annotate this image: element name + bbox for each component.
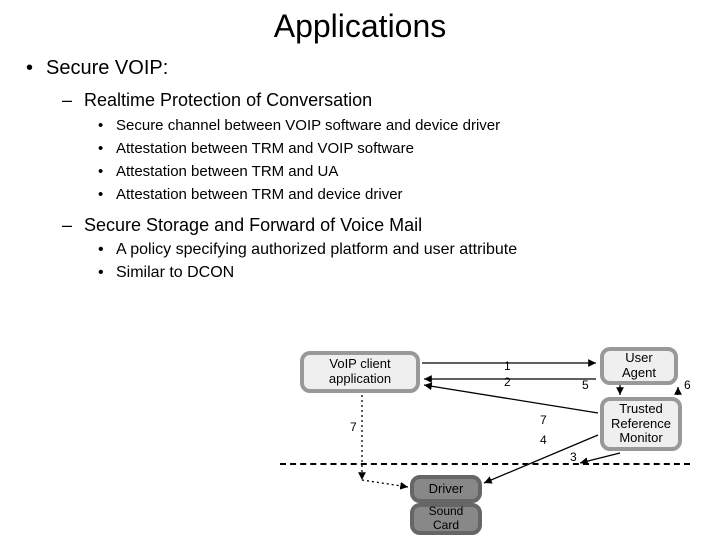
- bullet-text: Realtime Protection of Conversation: [84, 90, 372, 111]
- diagram-label-6: 6: [684, 378, 691, 392]
- voip-client-box: VoIP client application: [300, 351, 420, 393]
- driver-box: Driver: [410, 475, 482, 503]
- bullet-lvl3-5: • A policy specifying authorized platfor…: [98, 241, 700, 259]
- content-area: • Secure VOIP: – Realtime Protection of …: [0, 57, 720, 282]
- bullet-text: Secure channel between VOIP software and…: [116, 117, 500, 134]
- slide-title: Applications: [0, 0, 720, 51]
- bullet-marker: •: [98, 140, 116, 157]
- bullet-marker: •: [98, 163, 116, 180]
- bullet-marker: •: [26, 57, 46, 80]
- bullet-lvl1-1: • Secure VOIP:: [26, 57, 700, 80]
- bullet-text: A policy specifying authorized platform …: [116, 241, 517, 259]
- bullet-text: Attestation between TRM and UA: [116, 163, 338, 180]
- bullet-lvl2-1: – Realtime Protection of Conversation: [62, 90, 700, 111]
- diagram-label-3: 3: [570, 450, 577, 464]
- bullet-marker: –: [62, 215, 84, 236]
- bullet-marker: •: [98, 186, 116, 203]
- diagram-label-7a: 7: [350, 420, 357, 434]
- bullet-marker: –: [62, 90, 84, 111]
- bullet-marker: •: [98, 117, 116, 134]
- bullet-marker: •: [98, 264, 116, 282]
- voip-diagram: VoIP client application User Agent Trust…: [280, 345, 690, 533]
- user-agent-box: User Agent: [600, 347, 678, 385]
- dashed-separator: [280, 463, 690, 465]
- trm-box: Trusted Reference Monitor: [600, 397, 682, 451]
- bullet-lvl3-6: • Similar to DCON: [98, 264, 700, 282]
- bullet-text: Attestation between TRM and VOIP softwar…: [116, 140, 414, 157]
- diagram-label-7b: 7: [540, 413, 547, 427]
- sound-card-box: Sound Card: [410, 503, 482, 535]
- bullet-text: Secure Storage and Forward of Voice Mail: [84, 215, 422, 236]
- bullet-marker: •: [98, 241, 116, 259]
- diagram-label-2: 2: [504, 375, 511, 389]
- bullet-lvl2-2: – Secure Storage and Forward of Voice Ma…: [62, 215, 700, 236]
- diagram-label-4: 4: [540, 433, 547, 447]
- bullet-lvl3-1: • Secure channel between VOIP software a…: [98, 117, 700, 134]
- diagram-label-5: 5: [582, 378, 589, 392]
- bullet-text: Similar to DCON: [116, 264, 234, 282]
- bullet-text: Attestation between TRM and device drive…: [116, 186, 403, 203]
- bullet-lvl3-4: • Attestation between TRM and device dri…: [98, 186, 700, 203]
- bullet-lvl3-3: • Attestation between TRM and UA: [98, 163, 700, 180]
- diagram-label-1: 1: [504, 359, 511, 373]
- bullet-text: Secure VOIP:: [46, 57, 168, 80]
- bullet-lvl3-2: • Attestation between TRM and VOIP softw…: [98, 140, 700, 157]
